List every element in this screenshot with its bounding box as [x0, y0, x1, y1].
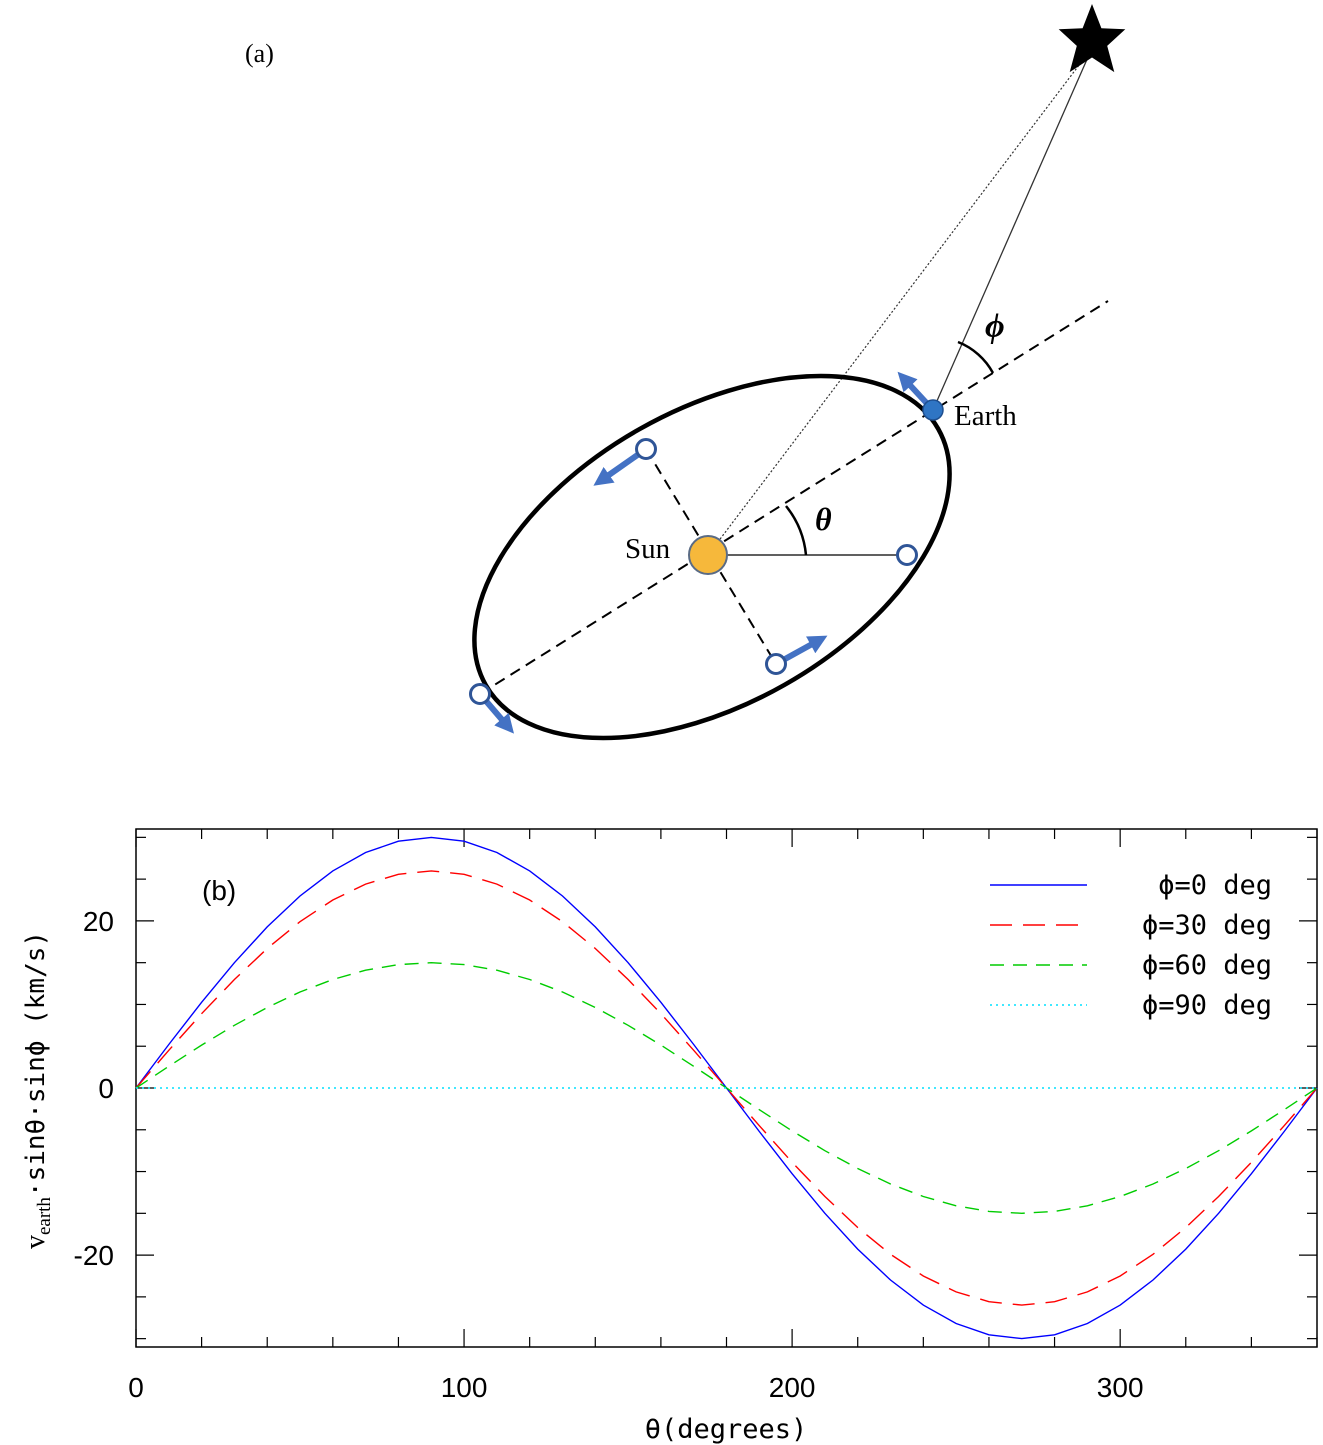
x-axis-title: θ(degrees) — [645, 1414, 808, 1445]
sun-marker — [688, 535, 728, 575]
orbit-marker-left — [469, 683, 491, 705]
x-tick-label: 300 — [1097, 1372, 1144, 1403]
series-line-2 — [135, 961, 1318, 1215]
y-tick-label: 20 — [83, 906, 114, 937]
axis-ticks — [135, 829, 1318, 1347]
orbit-marker-top — [635, 438, 657, 460]
sun-label: Sun — [625, 533, 671, 565]
y-axis-title: vearth·sinθ·sinϕ (km/s) — [20, 931, 55, 1249]
legend-label-1: ϕ=30 deg — [1142, 910, 1272, 941]
y-axis-title-main: v — [20, 1235, 51, 1249]
legend-label-3: ϕ=90 deg — [1142, 990, 1272, 1021]
earth-star-sightline — [932, 47, 1093, 411]
star-icon — [1058, 4, 1126, 73]
series-layer — [135, 836, 1318, 1340]
orbit-marker-right — [896, 544, 918, 566]
panel-b-label: (b) — [202, 875, 236, 906]
earth-marker — [922, 399, 944, 421]
y-tick-label: -20 — [74, 1240, 114, 1271]
theta-label: θ — [815, 501, 832, 537]
legend: ϕ=0 deg ϕ=30 deg ϕ=60 deg ϕ=90 deg — [990, 870, 1272, 1021]
legend-label-0: ϕ=0 deg — [1158, 870, 1272, 901]
y-tick-label: 0 — [98, 1073, 114, 1104]
orbit-diagram: (a) θ ϕ Earth Sun — [245, 4, 1126, 741]
y-axis-title-subscript: earth — [34, 1197, 55, 1235]
minor-axis — [645, 448, 777, 665]
x-tick-label: 0 — [128, 1372, 144, 1403]
orbit-marker-bottom — [765, 653, 787, 675]
phi-arc — [957, 340, 995, 374]
panel-a-label: (a) — [245, 39, 274, 68]
x-tick-label: 100 — [441, 1372, 488, 1403]
major-axis — [479, 300, 1109, 695]
y-axis-title-rest: ·sinθ·sinϕ (km/s) — [21, 931, 51, 1197]
theta-arc — [785, 505, 808, 556]
series-line-1 — [135, 870, 1318, 1306]
phi-label: ϕ — [985, 308, 1005, 345]
legend-label-2: ϕ=60 deg — [1142, 950, 1272, 981]
sun-star-sightline — [707, 47, 1093, 556]
earth-label: Earth — [954, 400, 1017, 432]
x-tick-label: 200 — [769, 1372, 816, 1403]
